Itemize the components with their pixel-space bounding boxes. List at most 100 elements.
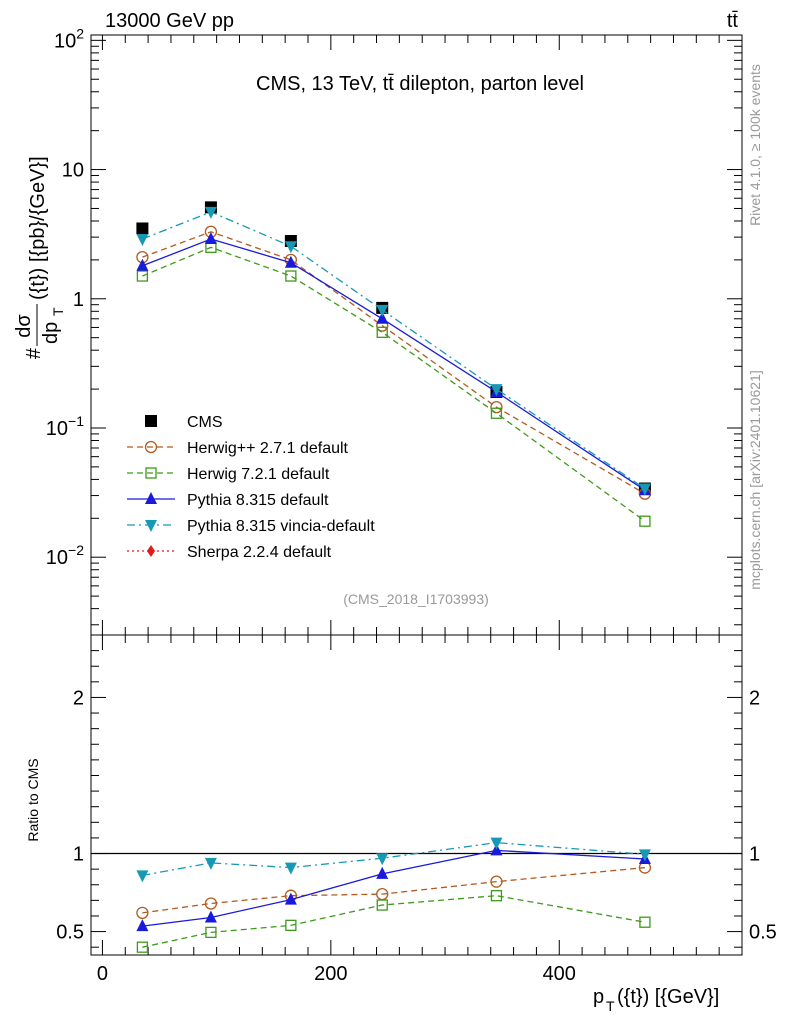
data-point-pythia-8-315-vincia-default [284,241,297,254]
data-point-pythia-8-315-default [204,232,217,245]
ratio-point-herwig-2-7-1-default [136,906,149,920]
legend-entry-sherpa-2-2-4-default: Sherpa 2.2.4 default [127,544,332,561]
data-point-herwig-7-2-1-default [639,515,651,527]
ratio-series-herwig-2-7-1-default [136,861,652,920]
data-point-herwig-7-2-1-default [490,407,503,419]
legend-entry-cms: CMS [145,414,223,431]
ratio-point-herwig-7-2-1-default [376,899,388,911]
process-label: tt̄ [727,10,739,32]
ratio-point-pythia-8-315-vincia-default [490,837,503,850]
analysis-label: (CMS_2018_I1703993) [343,591,489,607]
x-tick-label: 200 [314,963,347,985]
x-label-main: p [593,986,604,1008]
y-tick-label-base: 10 [46,547,68,569]
legend-entry-herwig-7-2-1-default: Herwig 7.2.1 default [127,466,330,483]
y-label-hash: # [23,347,45,359]
energy-label: 13000 GeV pp [105,10,234,32]
data-point-pythia-8-315-vincia-default [638,483,651,496]
x-label-rest: ({t}) [{GeV}] [617,986,719,1008]
ratio-series-herwig-7-2-1-default [136,890,651,953]
ratio-y-axis-label: Ratio to CMS [25,758,41,841]
ratio-point-pythia-8-315-default [376,866,389,879]
ratio-y-tick-label-right: 2 [749,687,760,709]
y-tick-label: 10−1 [46,413,84,440]
ratio-point-herwig-7-2-1-default [285,919,297,931]
series-herwig-7-2-1-default [136,241,651,527]
legend-entry-pythia-8-315-default: Pythia 8.315 default [127,492,329,509]
ratio-series-pythia-8-315-vincia-default [136,837,651,883]
ratio-point-pythia-8-315-vincia-default [638,849,651,862]
mcplots-label: mcplots.cern.ch [arXiv:2401.10621] [747,370,763,589]
y-tick-label-base: 10 [46,418,68,440]
ratio-y-tick-label-right: 0.5 [749,922,777,944]
data-point-herwig-2-7-1-default [490,400,503,414]
plot-title: CMS, 13 TeV, tt̄ dilepton, parton level [256,73,584,95]
y-tick-label: 102 [54,25,84,52]
data-point-pythia-8-315-vincia-default [490,384,503,397]
ratio-point-herwig-7-2-1-default [490,890,503,902]
y-label-units: [{pb}/{GeV}] [27,156,49,262]
legend-marker-pythia-8-315-vincia-default [145,520,157,532]
data-point-pythia-8-315-vincia-default [204,206,217,219]
ratio-point-herwig-7-2-1-default [205,926,217,939]
ratio-point-pythia-8-315-vincia-default [136,870,149,883]
data-point-pythia-8-315-default [136,258,149,271]
y-label-argument: ({t}) [27,268,49,300]
ratio-line-herwig-7-2-1-default [142,895,646,948]
ratio-series-layer [136,837,652,953]
data-point-pythia-8-315-vincia-default [136,234,149,247]
series-line-herwig-2-7-1-default [142,231,646,495]
legend-entry-pythia-8-315-vincia-default: Pythia 8.315 vincia-default [127,518,375,535]
ratio-frame [90,634,743,956]
ratio-point-herwig-7-2-1-default [639,916,651,928]
ratio-line-herwig-2-7-1-default [142,866,645,914]
y-tick-label-exponent: −2 [68,542,84,558]
ratio-y-tick-label-left: 2 [73,687,84,709]
series-pythia-8-315-vincia-default [136,206,651,496]
ratio-point-herwig-2-7-1-default [204,897,218,910]
ratio-point-herwig-7-2-1-default [136,941,149,953]
series-line-pythia-8-315-vincia-default [142,211,646,490]
legend-marker-pythia-8-315-default [145,492,157,504]
ratio-point-pythia-8-315-vincia-default [284,862,297,875]
series-pythia-8-315-default [136,232,651,496]
legend-marker-sherpa-2-2-4-default [147,545,155,557]
y-tick-label: 10−2 [46,542,84,569]
legend-marker-herwig-7-2-1-default [145,467,157,479]
main-series-layer [136,201,652,527]
rivet-version-label: Rivet 4.1.0, ≥ 100k events [747,64,763,226]
legend-entry-herwig-2-7-1-default: Herwig++ 2.7.1 default [127,440,349,457]
ratio-line-pythia-8-315-vincia-default [142,841,645,877]
y-tick-label-base: 10 [54,30,76,52]
legend-label-sherpa-2-2-4-default: Sherpa 2.2.4 default [187,544,332,561]
ratio-axis-ticks: 0.5 0.5 1 1 2 2 0 200 400 [56,635,777,985]
ratio-point-pythia-8-315-default [136,919,149,932]
x-tick-label: 0 [97,963,108,985]
y-tick-label-exponent: 2 [76,25,84,41]
legend-label-pythia-8-315-default: Pythia 8.315 default [187,492,329,509]
legend-label-herwig-7-2-1-default: Herwig 7.2.1 default [187,466,330,483]
data-point-herwig-7-2-1-default [376,326,388,338]
legend-label-herwig-2-7-1-default: Herwig++ 2.7.1 default [187,440,349,457]
x-axis-label: p T ({t}) [{GeV}] [593,986,719,1014]
ratio-y-tick-label-left: 1 [73,844,84,866]
x-tick-label: 400 [543,963,576,985]
legend-marker-herwig-2-7-1-default [144,440,158,454]
ratio-point-pythia-8-315-default [284,892,297,905]
legend-marker-cms [145,415,157,427]
x-label-subscript: T [606,998,615,1014]
y-label-subscript: T [50,307,66,316]
main-y-axis-label: # dσ dp T ({t}) [{pb}/{GeV}] [13,156,66,359]
ratio-point-pythia-8-315-vincia-default [376,853,389,866]
data-point-pythia-8-315-default [284,255,297,268]
y-label-denominator: dp [40,322,62,344]
ratio-point-pythia-8-315-vincia-default [204,857,217,870]
legend-label-cms: CMS [187,414,223,431]
y-tick-label: 1 [73,289,84,311]
y-tick-label: 10 [62,160,84,182]
data-point-herwig-7-2-1-default [136,270,149,282]
data-point-pythia-8-315-vincia-default [376,304,389,317]
ratio-y-tick-label-right: 1 [749,844,760,866]
